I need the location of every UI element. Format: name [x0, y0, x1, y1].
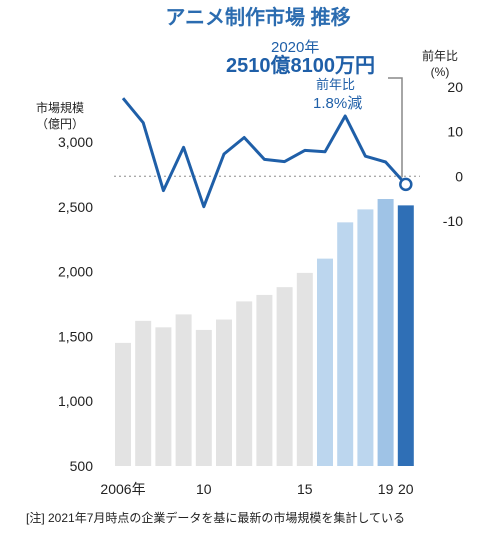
- x-axis-ticks: 2006年 10 15 19 20: [100, 481, 413, 497]
- footnote: [注] 2021年7月時点の企業データを基に最新の市場規模を集計している: [26, 510, 405, 525]
- x-tick-label: 10: [196, 481, 212, 497]
- annotation-year: 2020年: [271, 39, 319, 56]
- bar: [337, 222, 354, 466]
- bar: [155, 327, 172, 466]
- left-tick-label: 2,000: [58, 264, 93, 280]
- x-tick-label: 19: [378, 481, 394, 497]
- left-axis-label: 市場規模 （億円）: [36, 100, 84, 131]
- right-tick-label: -10: [443, 213, 463, 229]
- left-tick-label: 1,000: [58, 393, 93, 409]
- line-end-marker: [399, 177, 413, 192]
- right-tick-label: 0: [455, 168, 463, 184]
- right-axis-label-line: 前年比: [422, 48, 458, 63]
- left-tick-label: 500: [70, 458, 94, 474]
- x-tick-label: 15: [297, 481, 313, 497]
- right-tick-label: 20: [447, 79, 463, 95]
- right-tick-label: 10: [447, 124, 463, 140]
- left-tick-label: 2,500: [58, 199, 93, 215]
- annotation-value: 2510億8100万円: [226, 53, 375, 77]
- annotation-leader-line: [388, 77, 403, 178]
- left-tick-label: 3,000: [58, 134, 93, 150]
- annotation-yoy-title: 前年比: [316, 77, 355, 92]
- right-axis-ticks: -10 0 10 20: [443, 79, 463, 229]
- left-axis-ticks: 500 1,000 1,500 2,000 2,500 3,000: [58, 134, 93, 474]
- bar: [115, 342, 131, 466]
- bar: [175, 314, 192, 466]
- left-tick-label: 1,500: [58, 328, 93, 344]
- x-tick-label: 20: [398, 481, 414, 497]
- x-tick-label: 2006年: [100, 481, 145, 497]
- bar: [256, 294, 273, 466]
- right-axis-label: 前年比 (%): [422, 48, 458, 79]
- bar: [317, 258, 333, 466]
- bar: [135, 320, 152, 466]
- left-axis-label-line: 市場規模: [36, 100, 84, 115]
- bar: [236, 301, 253, 466]
- bar: [276, 287, 293, 466]
- chart-title: アニメ制作市場 推移: [165, 5, 350, 29]
- bar: [195, 329, 212, 466]
- bar: [357, 209, 374, 466]
- line-series: [121, 97, 413, 209]
- bar: [296, 272, 313, 466]
- right-axis-label-line: (%): [431, 65, 450, 79]
- annotation-yoy-value: 1.8%減: [313, 95, 362, 112]
- annotation-callout: 2020年 2510億8100万円 前年比 1.8%減: [226, 39, 403, 178]
- bar-series: [115, 199, 414, 467]
- bar: [216, 319, 232, 466]
- line-path: [121, 97, 407, 209]
- bar: [377, 199, 394, 467]
- bar: [397, 205, 414, 467]
- left-axis-label-line: （億円）: [36, 117, 84, 131]
